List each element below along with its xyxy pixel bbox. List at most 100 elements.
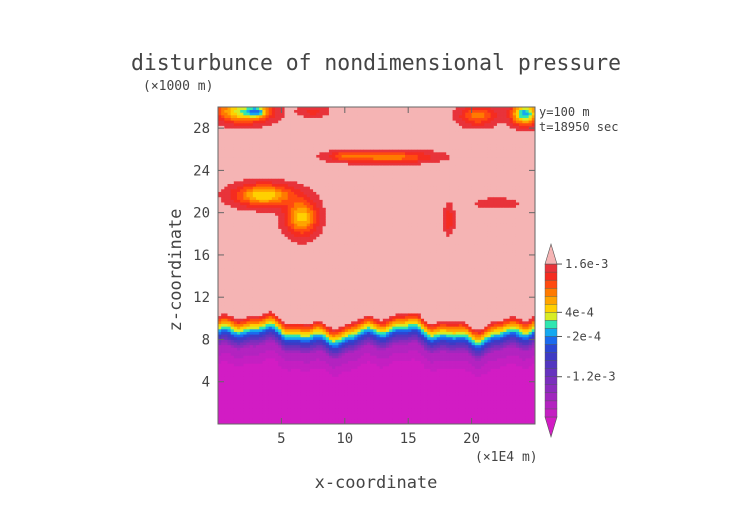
heatmap-cell	[300, 410, 304, 414]
heatmap-cell	[278, 202, 282, 206]
heatmap-cell	[294, 223, 298, 227]
heatmap-cell	[338, 233, 343, 237]
heatmap-cell	[303, 257, 308, 261]
heatmap-cell	[249, 405, 254, 409]
heatmap-cell	[275, 379, 279, 383]
heatmap-cell	[259, 305, 263, 309]
heatmap-cell	[278, 107, 282, 111]
heatmap-cell	[335, 342, 339, 346]
heatmap-cell	[259, 165, 263, 169]
heatmap-cell	[256, 421, 260, 425]
heatmap-cell	[300, 336, 304, 340]
heatmap-cell	[287, 265, 292, 269]
heatmap-cell	[224, 186, 228, 190]
heatmap-cell	[332, 157, 336, 161]
heatmap-cell	[341, 241, 346, 245]
heatmap-cell	[218, 302, 222, 306]
heatmap-cell	[309, 194, 314, 198]
heatmap-cell	[233, 191, 238, 195]
heatmap-cell	[309, 262, 314, 266]
heatmap-cell	[313, 371, 317, 375]
heatmap-cell	[256, 128, 260, 132]
heatmap-cell	[271, 355, 276, 359]
heatmap-cell	[227, 157, 232, 161]
heatmap-cell	[284, 278, 289, 282]
heatmap-cell	[271, 416, 276, 420]
heatmap-cell	[347, 252, 352, 256]
heatmap-cell	[230, 257, 235, 261]
heatmap-cell	[309, 249, 314, 253]
heatmap-cell	[259, 273, 263, 277]
heatmap-cell	[319, 130, 324, 134]
heatmap-cell	[249, 133, 254, 137]
heatmap-cell	[297, 307, 301, 311]
heatmap-cell	[256, 281, 260, 285]
heatmap-cell	[278, 183, 282, 187]
heatmap-cell	[246, 178, 251, 182]
heatmap-cell	[309, 180, 314, 185]
heatmap-cell	[309, 387, 314, 391]
heatmap-cell	[313, 157, 317, 161]
heatmap-cell	[300, 297, 304, 301]
heatmap-cell	[218, 352, 222, 356]
heatmap-cell	[259, 397, 263, 401]
heatmap-cell	[237, 210, 241, 214]
heatmap-cell	[309, 371, 314, 375]
heatmap-cell	[252, 141, 257, 145]
heatmap-cell	[243, 408, 247, 412]
heatmap-cell	[281, 183, 285, 187]
heatmap-cell	[338, 154, 343, 158]
heatmap-cell	[319, 247, 324, 251]
heatmap-cell	[300, 180, 304, 185]
heatmap-cell	[240, 154, 244, 158]
heatmap-cell	[316, 154, 320, 158]
heatmap-cell	[322, 120, 327, 124]
heatmap-cell	[256, 286, 260, 290]
heatmap-cell	[243, 202, 247, 206]
heatmap-cell	[309, 236, 314, 240]
heatmap-cell	[335, 244, 339, 248]
heatmap-cell	[332, 170, 336, 174]
heatmap-cell	[278, 310, 282, 314]
heatmap-cell	[300, 194, 304, 198]
heatmap-cell	[271, 344, 276, 348]
heatmap-cell	[328, 215, 333, 219]
heatmap-cell	[218, 394, 222, 398]
heatmap-cell	[344, 389, 349, 393]
heatmap-cell	[275, 204, 279, 208]
heatmap-cell	[265, 130, 270, 134]
heatmap-cell	[322, 207, 327, 211]
heatmap-cell	[230, 122, 235, 126]
heatmap-cell	[262, 373, 266, 377]
heatmap-cell	[262, 347, 266, 351]
heatmap-cell	[278, 241, 282, 245]
heatmap-cell	[335, 397, 339, 401]
heatmap-cell	[224, 107, 228, 111]
heatmap-cell	[309, 402, 314, 406]
heatmap-cell	[335, 260, 339, 264]
heatmap-cell	[306, 299, 311, 303]
heatmap-cell	[262, 289, 266, 293]
heatmap-cell	[271, 376, 276, 380]
heatmap-cell	[316, 360, 320, 364]
heatmap-cell	[284, 260, 289, 264]
heatmap-cell	[278, 257, 282, 261]
heatmap-cell	[256, 191, 260, 195]
heatmap-cell	[344, 334, 349, 338]
heatmap-cell	[249, 202, 254, 206]
heatmap-cell	[227, 120, 232, 124]
heatmap-cell	[290, 384, 295, 388]
heatmap-cell	[230, 400, 235, 404]
heatmap-cell	[319, 109, 324, 113]
heatmap-cell	[252, 122, 257, 126]
heatmap-cell	[265, 125, 270, 129]
heatmap-cell	[224, 138, 228, 142]
heatmap-cell	[262, 421, 266, 425]
heatmap-cell	[252, 107, 257, 111]
heatmap-cell	[316, 183, 320, 187]
heatmap-cell	[290, 194, 295, 198]
heatmap-cell	[300, 381, 304, 385]
heatmap-cell	[297, 421, 301, 425]
heatmap-cell	[224, 120, 228, 124]
heatmap-cell	[271, 254, 276, 258]
